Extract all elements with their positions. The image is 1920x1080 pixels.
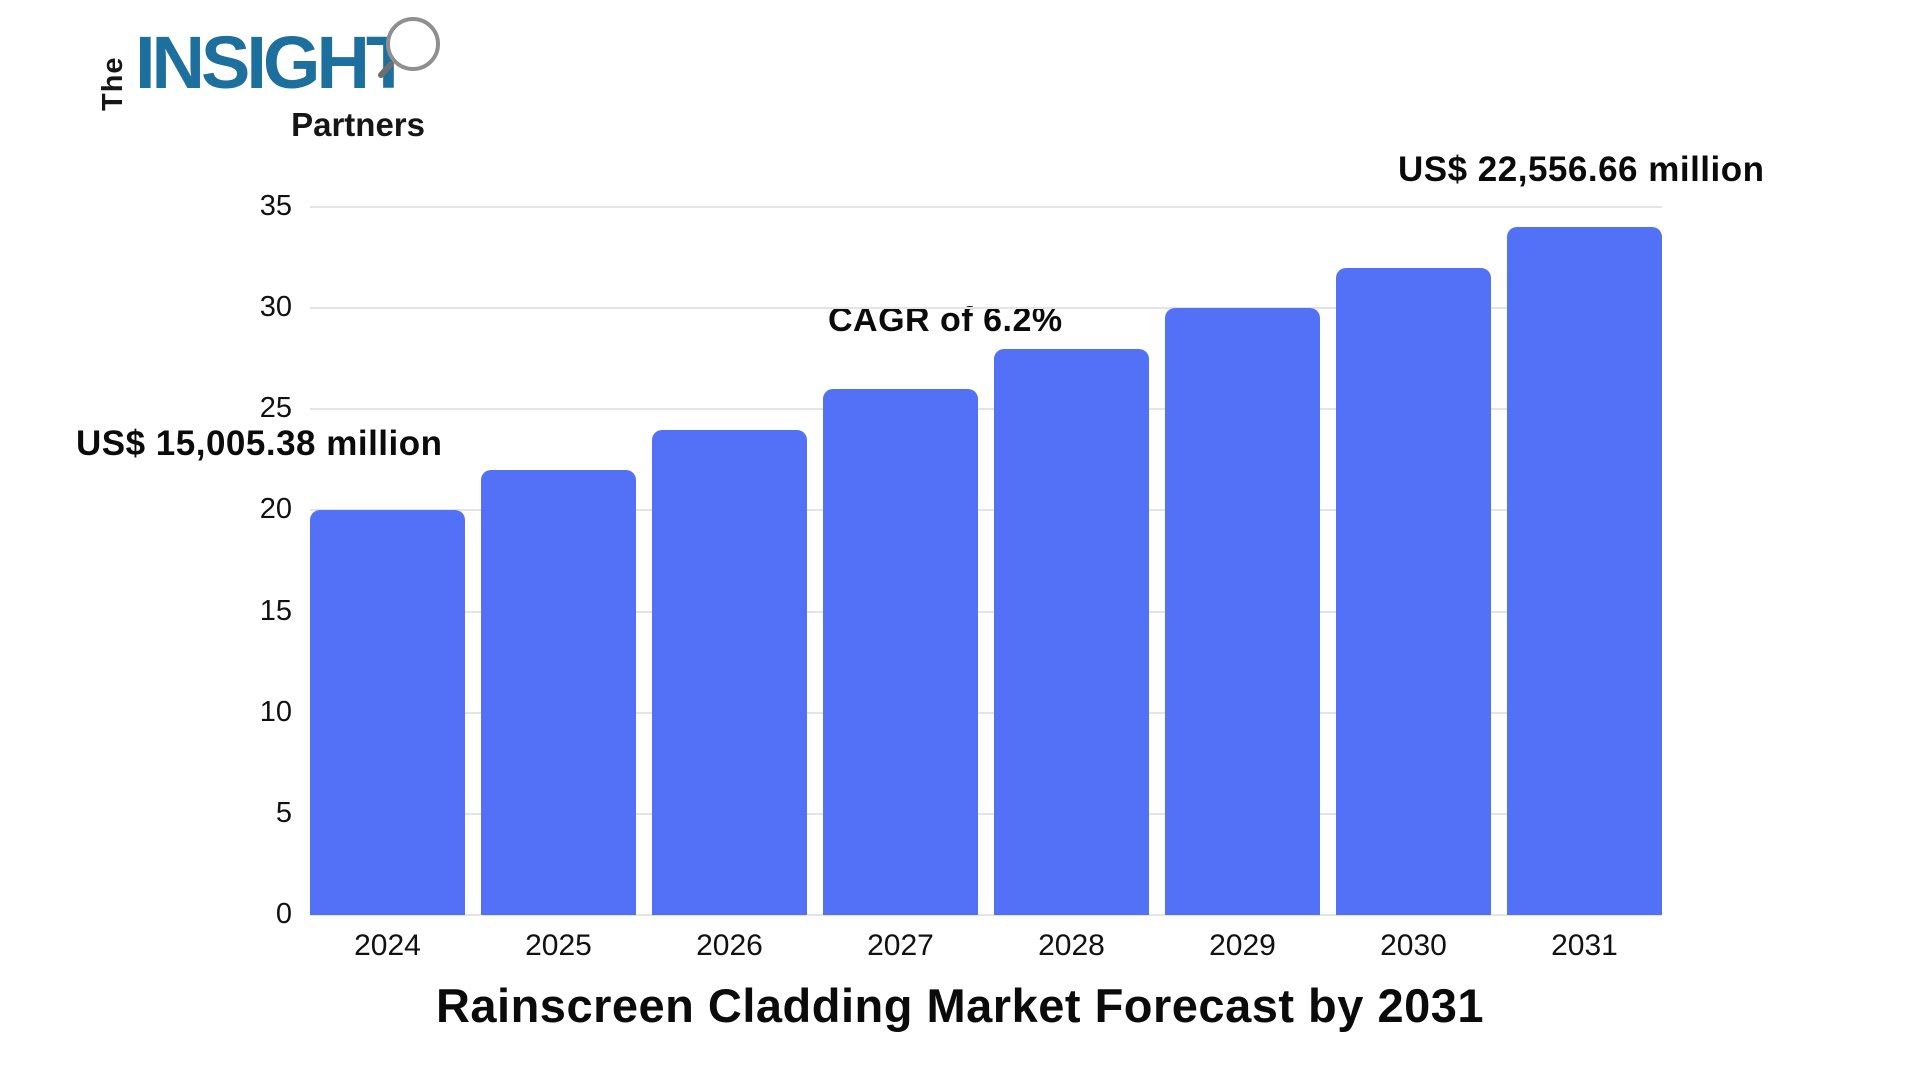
y-axis-tick-5: 5 <box>275 796 292 829</box>
y-axis-tick-15: 15 <box>259 594 292 627</box>
x-axis-label-2029: 2029 <box>1209 929 1276 962</box>
chart-title: Rainscreen Cladding Market Forecast by 2… <box>435 979 1485 1032</box>
gridline-0 <box>310 914 1662 916</box>
gridline-15 <box>310 610 1662 613</box>
y-axis-tick-20: 20 <box>259 493 292 526</box>
x-axis-label-2025: 2025 <box>525 929 592 962</box>
y-axis-tick-10: 10 <box>259 695 292 728</box>
bar-2028 <box>994 348 1149 915</box>
x-axis-label-2031: 2031 <box>1551 929 1618 962</box>
y-axis-tick-25: 25 <box>259 392 292 425</box>
bar-2029 <box>1165 308 1320 915</box>
bar-2031 <box>1507 227 1662 915</box>
y-axis-tick-35: 35 <box>259 189 292 222</box>
x-axis-label-2030: 2030 <box>1380 929 1447 962</box>
gridline-30 <box>310 307 1662 310</box>
gridlines <box>310 206 1662 916</box>
logo-insight-text: INSIGHT <box>135 21 411 104</box>
annotation-2024-value: US$ 15,005.38 million <box>76 424 443 463</box>
bar-2027 <box>823 389 978 915</box>
x-axis-label-2028: 2028 <box>1038 929 1105 962</box>
gridline-25 <box>310 408 1662 411</box>
magnifier-icon <box>378 17 440 78</box>
y-axis-tick-0: 0 <box>275 897 292 930</box>
gridline-10 <box>310 711 1662 714</box>
bar-2025 <box>481 470 636 915</box>
bar-series <box>310 207 1662 915</box>
bar-2026 <box>652 429 807 915</box>
x-axis: 2024 2025 2026 2027 2028 2029 2030 2031 <box>310 929 1662 963</box>
gridline-20 <box>310 509 1662 512</box>
x-axis-label-2026: 2026 <box>696 929 763 962</box>
x-axis-label-2024: 2024 <box>354 929 421 962</box>
gridline-35 <box>310 206 1662 208</box>
logo-the-text: The <box>97 56 129 111</box>
bar-2024 <box>310 510 465 915</box>
logo-partners-text: Partners <box>291 106 425 143</box>
plot-area: 0 5 10 15 20 25 30 35 2024 2025 2026 2027 2028 2029 2… <box>260 190 1662 962</box>
insight-partners-logo: The INSIGHT Partners <box>95 17 455 148</box>
gridline-5 <box>310 812 1662 815</box>
x-axis-label-2027: 2027 <box>867 929 934 962</box>
bar-2030 <box>1336 267 1491 915</box>
y-axis-tick-30: 30 <box>259 290 292 323</box>
annotation-2031-value: US$ 22,556.66 million <box>1398 150 1765 189</box>
